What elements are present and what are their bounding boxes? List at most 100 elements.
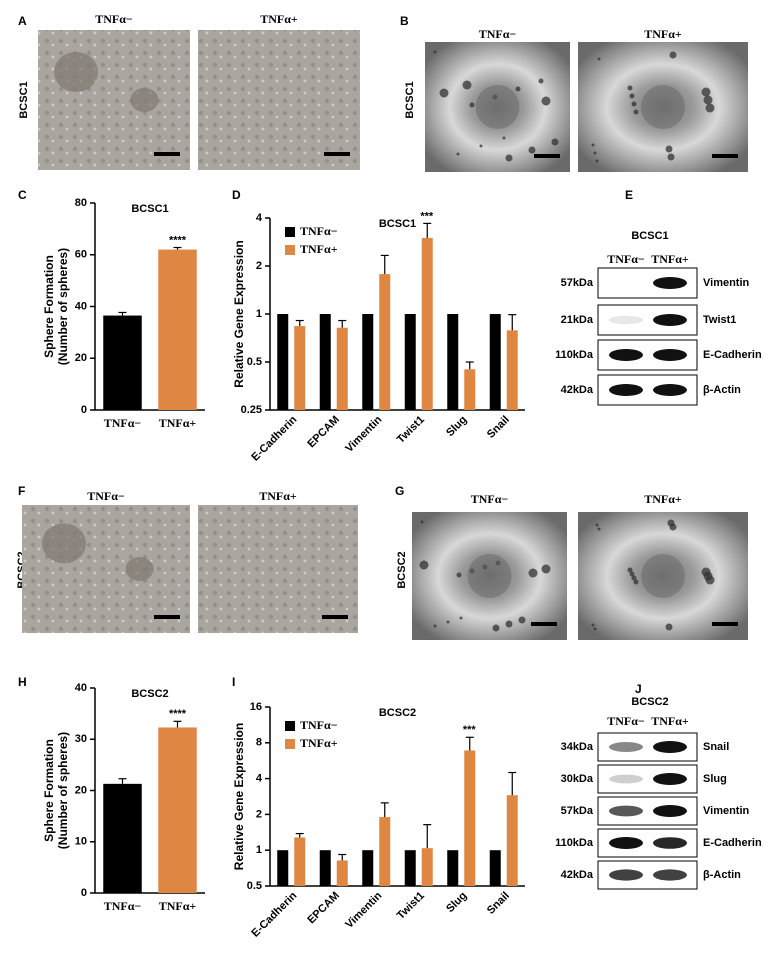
panel-label: A xyxy=(18,14,27,28)
sphere-dot xyxy=(665,623,673,631)
y-axis-label: Relative Gene Expression xyxy=(232,240,246,387)
sphere-dot xyxy=(420,520,424,524)
protein-label: β-Actin xyxy=(703,384,741,396)
y-tick-label: 2 xyxy=(256,808,262,820)
sphere-dot xyxy=(456,572,462,578)
y-tick-label: 30 xyxy=(75,733,87,745)
image-title: TNFα− xyxy=(479,27,517,41)
side-label: BCSC1 xyxy=(18,81,30,118)
y-axis-label: Relative Gene Expression xyxy=(232,723,246,870)
sphere-dot xyxy=(456,152,460,156)
band xyxy=(609,837,643,849)
side-label: BCSC1 xyxy=(404,81,416,118)
sphere-dot xyxy=(631,575,637,581)
micrograph xyxy=(198,30,360,170)
scale-bar xyxy=(324,152,350,156)
sphere-dot xyxy=(669,51,677,59)
micrograph xyxy=(22,505,190,633)
image-title: TNFα+ xyxy=(644,27,682,41)
sphere-dot xyxy=(439,88,449,98)
sphere-dot xyxy=(433,50,437,54)
legend-label: TNFα+ xyxy=(300,242,338,256)
protein-label: E-Cadherin xyxy=(703,349,762,361)
sphere-dot xyxy=(593,151,597,155)
sphere-dot xyxy=(629,571,635,577)
bar xyxy=(447,314,459,410)
band xyxy=(653,869,687,881)
sphere-dot xyxy=(597,57,601,61)
sphere-dot xyxy=(631,101,637,107)
sphere-dot xyxy=(518,616,526,624)
x-tick-label: TNFα− xyxy=(104,899,142,913)
bar xyxy=(506,330,518,410)
sphere-dot xyxy=(541,96,551,106)
x-tick-label: TNFα+ xyxy=(159,416,197,430)
x-tick-label: Snail xyxy=(485,890,512,917)
blot-title: BCSC2 xyxy=(631,696,668,708)
significance: **** xyxy=(169,234,187,246)
side-label: BCSC2 xyxy=(396,551,408,588)
band xyxy=(609,805,643,817)
sphere-dot xyxy=(505,620,513,628)
size-label: 42kDa xyxy=(561,384,594,396)
significance: *** xyxy=(420,210,434,222)
panel-label: D xyxy=(232,188,241,202)
band xyxy=(609,384,643,396)
bar xyxy=(319,314,331,410)
band xyxy=(653,805,687,817)
bar xyxy=(294,837,306,886)
panel-label: F xyxy=(18,484,25,498)
y-tick-label: 4 xyxy=(256,773,263,785)
bar xyxy=(489,314,501,410)
band xyxy=(653,384,687,396)
x-tick-label: E-Cadherin xyxy=(249,414,299,464)
sphere-dot xyxy=(597,527,601,531)
x-tick-label: Vimentin xyxy=(343,414,384,455)
sphere-dot xyxy=(705,103,715,113)
sphere-center xyxy=(641,554,685,598)
protein-label: Vimentin xyxy=(703,277,750,289)
sphere-dot xyxy=(591,623,595,627)
bar xyxy=(464,750,476,886)
band xyxy=(609,315,643,325)
legend-swatch xyxy=(285,739,295,749)
band xyxy=(653,314,687,326)
size-label: 30kDa xyxy=(561,773,594,785)
sphere-dot xyxy=(591,143,595,147)
image-title: TNFα− xyxy=(87,489,125,503)
sphere-dot xyxy=(551,138,559,146)
bar xyxy=(421,848,433,886)
band xyxy=(653,277,687,289)
chart-title: BCSC1 xyxy=(131,203,168,215)
bar xyxy=(464,369,476,410)
image-title: TNFα+ xyxy=(644,492,682,506)
y-tick-label: 0.5 xyxy=(247,356,262,368)
panel-label: G xyxy=(395,484,404,498)
bar xyxy=(421,237,433,410)
sphere-dot xyxy=(593,627,597,631)
sphere-dot xyxy=(633,579,639,585)
sphere-dot xyxy=(665,145,673,153)
band xyxy=(609,869,643,881)
x-tick-label: E-Cadherin xyxy=(249,890,299,940)
scale-bar xyxy=(712,622,738,626)
y-tick-label: 80 xyxy=(75,197,87,209)
scale-bar xyxy=(322,615,348,619)
protein-label: Slug xyxy=(703,773,727,785)
y-tick-label: 40 xyxy=(75,682,87,694)
bar xyxy=(362,314,374,410)
y-tick-label: 8 xyxy=(256,737,262,749)
size-label: 57kDa xyxy=(561,805,594,817)
panel-label: E xyxy=(625,188,633,202)
scale-bar xyxy=(154,615,180,619)
sphere-dot xyxy=(479,144,483,148)
y-tick-label: 1 xyxy=(256,308,262,320)
bar xyxy=(506,795,518,886)
y-tick-label: 0.25 xyxy=(241,404,262,416)
y-tick-label: 10 xyxy=(75,836,87,848)
sphere-dot xyxy=(627,567,633,573)
sphere-dot xyxy=(502,136,506,140)
chart-title: BCSC2 xyxy=(379,707,416,719)
legend-label: TNFα− xyxy=(300,224,338,238)
sphere-center xyxy=(641,85,685,129)
